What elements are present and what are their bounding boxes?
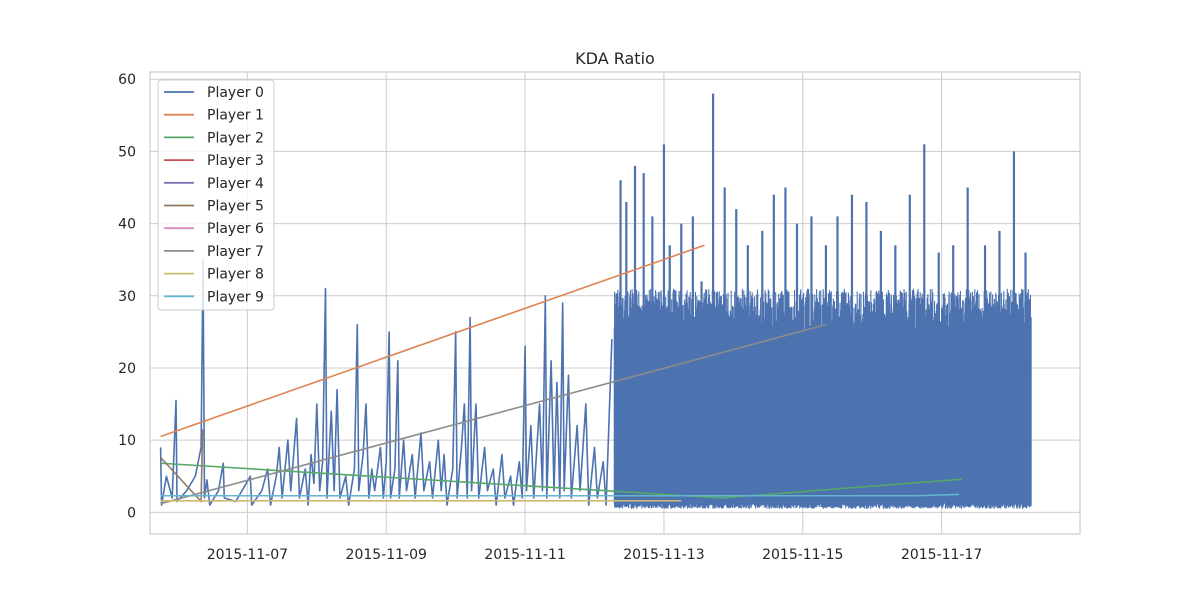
legend-label-player-3: Player 3	[207, 153, 264, 169]
x-tick-label: 2015-11-07	[207, 547, 288, 563]
series-line	[160, 244, 705, 438]
series-line	[159, 258, 613, 506]
series-line	[160, 493, 960, 497]
legend-label-player-9: Player 9	[207, 289, 264, 305]
chart-title: KDA Ratio	[575, 49, 655, 68]
y-tick-label: 40	[118, 217, 136, 233]
x-tick-labels: 2015-11-07 2015-11-09 2015-11-11 2015-11-13…	[207, 547, 983, 563]
series-player-7	[160, 323, 827, 505]
legend-label-player-1: Player 1	[207, 108, 264, 124]
y-tick-label: 10	[118, 433, 136, 449]
x-tick-label: 2015-11-11	[484, 547, 565, 563]
series-line	[160, 323, 827, 505]
series-line	[160, 462, 962, 499]
x-tick-label: 2015-11-17	[901, 547, 982, 563]
series-player-2	[160, 462, 962, 499]
series-layer	[159, 93, 1032, 509]
legend-label-player-6: Player 6	[207, 221, 264, 237]
x-tick-label: 2015-11-13	[623, 547, 704, 563]
legend-label-player-0: Player 0	[207, 85, 264, 101]
legend-label-player-5: Player 5	[207, 199, 264, 215]
series-player-1	[160, 244, 705, 438]
legend: Player 0 Player 1 Player 2 Player 3 Player 4…	[157, 79, 275, 311]
x-tick-label: 2015-11-09	[346, 547, 427, 563]
series-player-9	[160, 493, 960, 497]
legend-label-player-4: Player 4	[207, 176, 264, 192]
legend-label-player-8: Player 8	[207, 267, 264, 283]
y-tick-label: 30	[118, 289, 136, 305]
y-tick-label: 60	[118, 72, 136, 88]
plot-frame	[149, 71, 1081, 535]
y-tick-label: 0	[127, 505, 136, 521]
legend-label-player-7: Player 7	[207, 244, 264, 260]
legend-label-player-2: Player 2	[207, 130, 264, 146]
y-tick-label: 50	[118, 144, 136, 160]
x-tick-label: 2015-11-15	[762, 547, 843, 563]
y-tick-label: 20	[118, 361, 136, 377]
y-tick-labels: 0 10 20 30 40 50 60	[118, 72, 136, 521]
